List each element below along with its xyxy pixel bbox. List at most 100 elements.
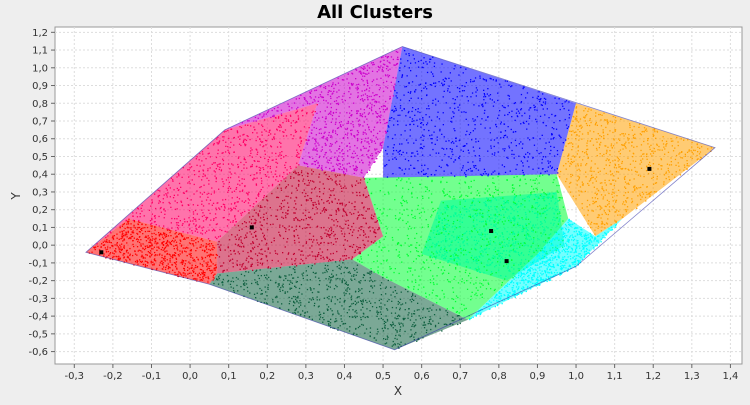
data-point: [530, 193, 532, 195]
data-point: [342, 278, 344, 280]
data-point: [379, 87, 381, 89]
data-point: [311, 188, 313, 190]
data-point: [329, 103, 332, 105]
data-point: [324, 131, 326, 133]
data-point: [486, 190, 489, 192]
data-point: [315, 127, 318, 129]
data-point: [522, 121, 524, 124]
data-point: [145, 254, 147, 256]
data-point: [305, 100, 307, 102]
data-point: [196, 156, 198, 158]
data-point: [329, 234, 332, 236]
data-point: [222, 262, 225, 264]
data-point: [170, 177, 173, 179]
data-point: [218, 241, 220, 243]
data-point: [288, 120, 290, 122]
data-point: [565, 124, 568, 126]
data-point: [195, 228, 197, 230]
data-point: [149, 256, 151, 258]
data-point: [287, 279, 289, 282]
data-point: [340, 121, 342, 123]
data-point: [366, 105, 369, 107]
data-point: [317, 291, 319, 293]
data-point: [309, 103, 311, 105]
data-point: [310, 288, 312, 290]
data-point: [296, 297, 298, 299]
data-point: [120, 248, 122, 250]
data-point: [201, 160, 203, 162]
data-point: [336, 159, 338, 162]
data-point: [276, 218, 278, 220]
data-point: [218, 277, 220, 280]
data-point: [493, 192, 495, 194]
data-point: [328, 242, 330, 244]
data-point: [522, 162, 524, 164]
data-point: [149, 246, 151, 248]
data-point: [308, 238, 310, 241]
data-point: [288, 303, 290, 305]
data-point: [343, 272, 345, 274]
data-point: [258, 166, 260, 169]
data-point: [153, 263, 155, 265]
data-point: [280, 263, 283, 265]
data-point: [461, 85, 463, 87]
data-point: [187, 182, 189, 184]
data-point: [163, 248, 165, 250]
data-point: [349, 326, 351, 328]
data-point: [255, 297, 257, 299]
data-point: [202, 153, 204, 155]
data-point: [534, 182, 536, 184]
data-point: [482, 105, 484, 108]
data-point: [319, 111, 321, 113]
data-point: [473, 166, 475, 168]
data-point: [466, 288, 469, 290]
data-point: [305, 270, 307, 272]
data-point: [273, 120, 275, 122]
data-point: [463, 111, 465, 113]
data-point: [289, 287, 291, 289]
data-point: [233, 151, 235, 153]
data-point: [414, 217, 416, 219]
data-point: [508, 84, 510, 86]
data-point: [424, 324, 427, 326]
data-point: [326, 106, 328, 108]
data-point: [248, 120, 250, 122]
data-point: [414, 269, 416, 271]
data-point: [339, 297, 341, 300]
data-point: [251, 263, 253, 265]
data-point: [528, 123, 530, 125]
data-point: [514, 119, 516, 121]
data-point: [154, 226, 156, 229]
data-point: [137, 221, 140, 223]
data-point: [253, 246, 256, 248]
data-point: [248, 221, 251, 223]
data-point: [541, 162, 543, 164]
data-point: [291, 107, 293, 109]
data-point: [136, 254, 138, 256]
data-point: [101, 243, 103, 245]
data-point: [404, 65, 406, 67]
data-point: [409, 135, 411, 137]
data-point: [341, 98, 343, 101]
data-point: [109, 253, 111, 255]
data-point: [494, 213, 496, 216]
data-point: [475, 87, 478, 89]
data-point: [494, 152, 496, 154]
data-point: [318, 117, 320, 119]
data-point: [220, 169, 223, 171]
data-point: [513, 202, 516, 204]
data-point: [422, 134, 424, 136]
data-point: [356, 112, 358, 115]
data-point: [362, 214, 364, 216]
data-point: [255, 221, 257, 224]
data-point: [331, 296, 334, 298]
data-point: [332, 314, 334, 316]
data-point: [332, 169, 334, 172]
data-point: [422, 261, 425, 263]
data-point: [290, 167, 292, 170]
data-point: [497, 222, 499, 224]
data-point: [421, 147, 424, 150]
data-point: [368, 227, 370, 229]
data-point: [552, 195, 554, 197]
data-point: [541, 197, 543, 199]
